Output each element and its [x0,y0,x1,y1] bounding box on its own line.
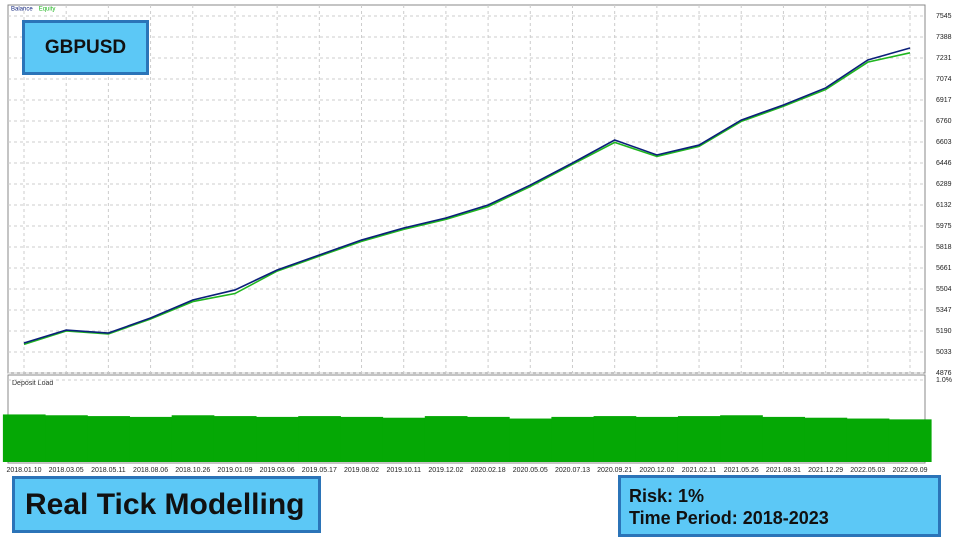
x-tick-label: 2019.08.02 [344,467,379,474]
load-bar [256,416,299,462]
y-tick-label: 5975 [936,223,952,230]
period: Time Period: 2018-2023 [629,508,829,528]
load-bar [762,416,806,462]
modelling-box: Real Tick Modelling [12,476,321,533]
y-tick-label: 6917 [936,97,952,104]
y-tick-label: 5818 [936,244,952,251]
y-tick-label: 1.0% [936,377,952,384]
y-tick-label: 7545 [936,13,952,20]
load-bar [635,416,679,462]
y-tick-label: 6289 [936,181,952,188]
x-tick-label: 2019.10.11 [386,467,421,474]
info-box: Risk: 1% Time Period: 2018-2023 [618,475,941,537]
y-tick-label: 6446 [936,160,952,167]
x-tick-label: 2020.05.05 [513,467,548,474]
load-bar [424,416,468,462]
panel-title: Deposit Load [12,380,53,387]
y-tick-label: 5504 [936,286,952,293]
legend-entry: Equity [39,7,56,13]
modelling: Real Tick Modelling [25,487,305,521]
x-tick-label: 2018.03.05 [49,467,84,474]
x-tick-label: 2021.02.11 [682,467,717,474]
x-tick-label: 2018.01.10 [6,467,41,474]
load-bar [298,416,341,462]
x-tick-label: 2019.03.06 [260,467,295,474]
x-tick-label: 2021.12.29 [808,467,843,474]
load-bar [340,416,384,462]
y-tick-label: 7074 [936,76,952,83]
load-bar [846,418,890,462]
series-line [23,47,911,344]
load-bar [593,416,637,462]
x-tick-label: 2019.05.17 [302,467,337,474]
load-bar [720,415,763,462]
load-bar [2,414,46,462]
load-bar [888,419,932,462]
x-tick-label: 2019.01.09 [217,467,252,474]
x-tick-label: 2020.07.13 [555,467,590,474]
x-tick-label: 2022.09.09 [892,467,927,474]
y-tick-label: 5347 [936,307,952,314]
x-tick-label: 2019.12.02 [428,467,463,474]
series-line [23,52,911,346]
load-bar [509,418,552,462]
x-tick-label: 2018.05.11 [91,467,126,474]
main-panel [7,4,926,374]
load-bar [804,417,848,462]
load-bar [467,416,510,462]
y-tick-label: 5033 [936,349,952,356]
load-bar [551,416,595,462]
load-bar [213,416,257,462]
risk: Risk: 1% [629,486,705,506]
y-tick-label: 5661 [936,265,952,272]
symbol-box: GBPUSD [22,20,149,75]
x-tick-label: 2018.10.26 [175,467,210,474]
load-bar [87,416,130,462]
legend-entry: Balance [11,7,33,13]
load-bar [677,416,721,462]
symbol: GBPUSD [44,36,127,58]
x-tick-label: 2020.12.02 [639,467,674,474]
load-bar [382,417,426,462]
x-tick-label: 2021.08.31 [766,467,801,474]
y-tick-label: 5190 [936,328,952,335]
y-tick-label: 7388 [936,34,952,41]
x-tick-label: 2021.05.26 [724,467,759,474]
y-tick-label: 6132 [936,202,952,209]
y-tick-label: 6603 [936,139,952,146]
y-tick-label: 7231 [936,55,952,62]
x-tick-label: 2020.09.21 [597,467,632,474]
y-tick-label: 6760 [936,118,952,125]
x-tick-label: 2020.02.18 [471,467,506,474]
load-bar [129,416,173,462]
load-bar [171,415,215,462]
x-tick-label: 2022.05.03 [850,467,885,474]
x-tick-label: 2018.08.06 [133,467,168,474]
y-tick-label: 4876 [936,370,952,377]
load-bar [45,415,88,462]
